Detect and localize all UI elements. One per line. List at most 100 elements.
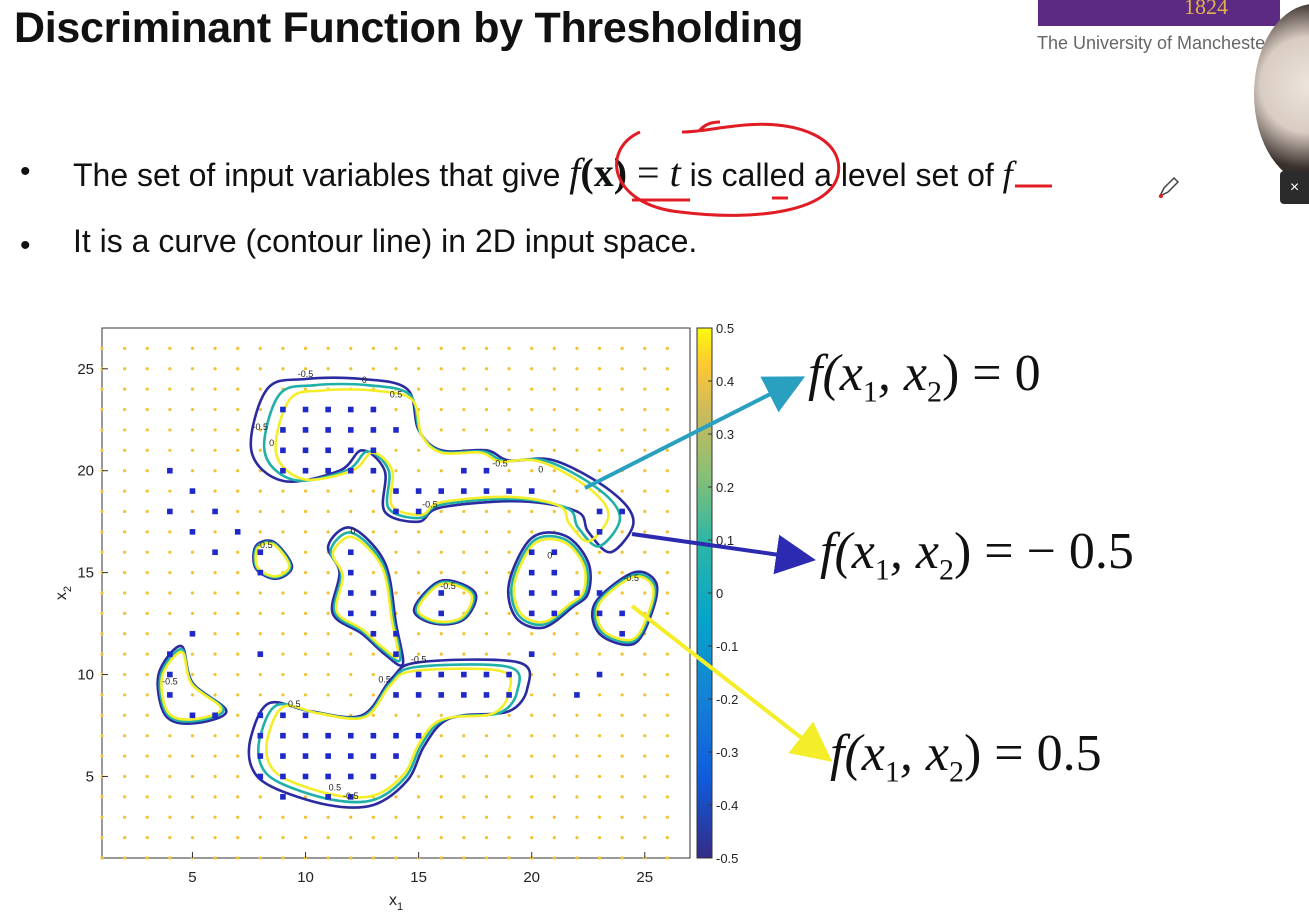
grid-marker [236,836,240,840]
lz-mid: , x [877,345,927,402]
grid-marker [530,774,534,779]
bullet-1-pre: The set of input variables that give [73,157,570,193]
grid-marker [530,815,534,819]
grid-marker [123,469,127,473]
grid-marker [236,489,240,493]
grid-marker [326,367,330,371]
grid-marker [123,407,127,412]
grid-marker [552,815,556,819]
grid-marker [145,632,149,636]
class-point [438,671,445,678]
colorbar-tick-label: 0.3 [716,427,734,442]
grid-marker [552,836,556,840]
class-point [370,590,377,596]
grid-marker [643,795,647,799]
eq-t: t [669,150,681,195]
grid-marker [597,795,602,799]
grid-marker [575,734,579,738]
contour-line-middle-column-level-0.5 [331,535,400,659]
grid-marker [258,509,262,514]
class-point [347,569,354,576]
grid-marker [643,815,647,819]
bullet-marker-1: • [20,155,31,188]
grid-marker [303,672,308,677]
class-point [415,732,422,739]
slide-title: Discriminant Function by Thresholding [14,4,804,52]
university-name: The University of Manchester [1037,33,1272,53]
class-point [393,427,399,433]
class-point [347,447,354,454]
grid-marker [213,774,217,779]
class-point [302,712,309,719]
grid-marker [213,734,217,738]
grid-marker [326,672,330,677]
grid-marker [258,489,262,493]
grid-marker [281,632,285,636]
grid-marker [620,571,624,575]
grid-marker [213,530,217,534]
grid-marker [258,856,262,860]
class-point [325,467,331,474]
grid-marker [281,591,285,595]
grid-marker [303,795,308,799]
grid-marker [575,571,579,575]
grid-marker [258,836,262,840]
grid-marker [484,774,489,779]
lp-right: ) = 0.5 [963,725,1102,782]
grid-marker [236,367,240,371]
grid-marker [620,489,624,493]
contour-label: -0.5 [298,369,314,379]
eq-f: f [569,150,581,195]
contour-label: 0 [351,526,356,536]
close-overlay-button[interactable]: × [1280,171,1309,204]
grid-marker [145,469,149,473]
grid-marker [620,815,624,819]
grid-marker [145,387,149,391]
grid-marker [552,489,556,493]
grid-marker [597,754,602,758]
grid-marker [620,346,624,350]
grid-marker [552,672,556,677]
grid-marker [665,774,669,779]
class-point [619,630,625,637]
grid-marker [439,428,443,432]
grid-marker [462,509,466,514]
grid-marker [145,407,149,412]
grid-marker [236,407,240,412]
grid-marker [326,509,330,514]
grid-marker [281,815,285,819]
class-point [370,630,377,637]
grid-marker [643,774,647,779]
class-point [596,529,603,535]
grid-marker [326,489,330,493]
grid-marker [213,672,217,677]
grid-marker [100,734,104,738]
grid-marker [190,652,195,656]
contour-line-far-left-level--0.5 [156,644,228,725]
class-point [438,692,445,698]
class-point [257,569,264,576]
class-point [234,529,241,535]
grid-marker [462,346,466,350]
grid-marker [371,693,375,697]
class-point [461,488,467,494]
grid-marker [100,652,104,656]
grid-marker [462,591,466,595]
grid-marker [213,693,217,697]
grid-marker [643,387,647,391]
grid-marker [462,795,466,799]
grid-marker [168,489,172,493]
grid-marker [145,815,149,819]
class-point [393,651,399,657]
grid-marker [123,489,127,493]
grid-marker [394,407,398,412]
grid-marker [439,571,443,575]
grid-marker [213,856,217,860]
grid-marker [620,856,624,860]
grid-marker [371,713,375,717]
class-point [415,508,422,515]
grid-marker [507,448,511,452]
grid-marker [371,836,375,840]
grid-marker [100,387,104,391]
